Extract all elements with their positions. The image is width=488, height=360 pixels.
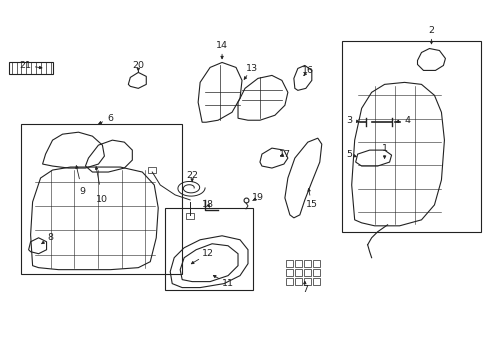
Bar <box>285 260 292 267</box>
Text: 21: 21 <box>20 61 32 70</box>
Text: 5: 5 <box>346 150 352 159</box>
Bar <box>312 269 319 276</box>
Text: 19: 19 <box>251 193 264 202</box>
Text: 4: 4 <box>404 116 410 125</box>
Text: 22: 22 <box>186 171 198 180</box>
Text: 15: 15 <box>305 201 317 210</box>
Text: 7: 7 <box>301 285 307 294</box>
Text: 10: 10 <box>96 195 108 204</box>
Bar <box>303 269 310 276</box>
Bar <box>312 278 319 285</box>
Bar <box>165 208 252 289</box>
Text: 14: 14 <box>216 41 227 50</box>
Bar <box>341 41 480 232</box>
Text: 9: 9 <box>79 188 85 197</box>
Text: 2: 2 <box>427 26 433 35</box>
Text: 11: 11 <box>222 279 234 288</box>
Text: 16: 16 <box>301 66 313 75</box>
Bar <box>303 260 310 267</box>
Bar <box>312 260 319 267</box>
Bar <box>294 278 301 285</box>
Text: 12: 12 <box>202 249 214 258</box>
Text: 20: 20 <box>132 61 144 70</box>
Text: 17: 17 <box>278 150 290 159</box>
Text: 18: 18 <box>202 201 214 210</box>
Text: 3: 3 <box>346 116 352 125</box>
Text: 6: 6 <box>107 114 113 123</box>
Text: 13: 13 <box>245 64 258 73</box>
Bar <box>294 269 301 276</box>
Bar <box>285 278 292 285</box>
Bar <box>303 278 310 285</box>
Bar <box>20 124 182 274</box>
Text: 1: 1 <box>381 144 387 153</box>
Bar <box>294 260 301 267</box>
Text: 8: 8 <box>47 233 54 242</box>
Bar <box>285 269 292 276</box>
